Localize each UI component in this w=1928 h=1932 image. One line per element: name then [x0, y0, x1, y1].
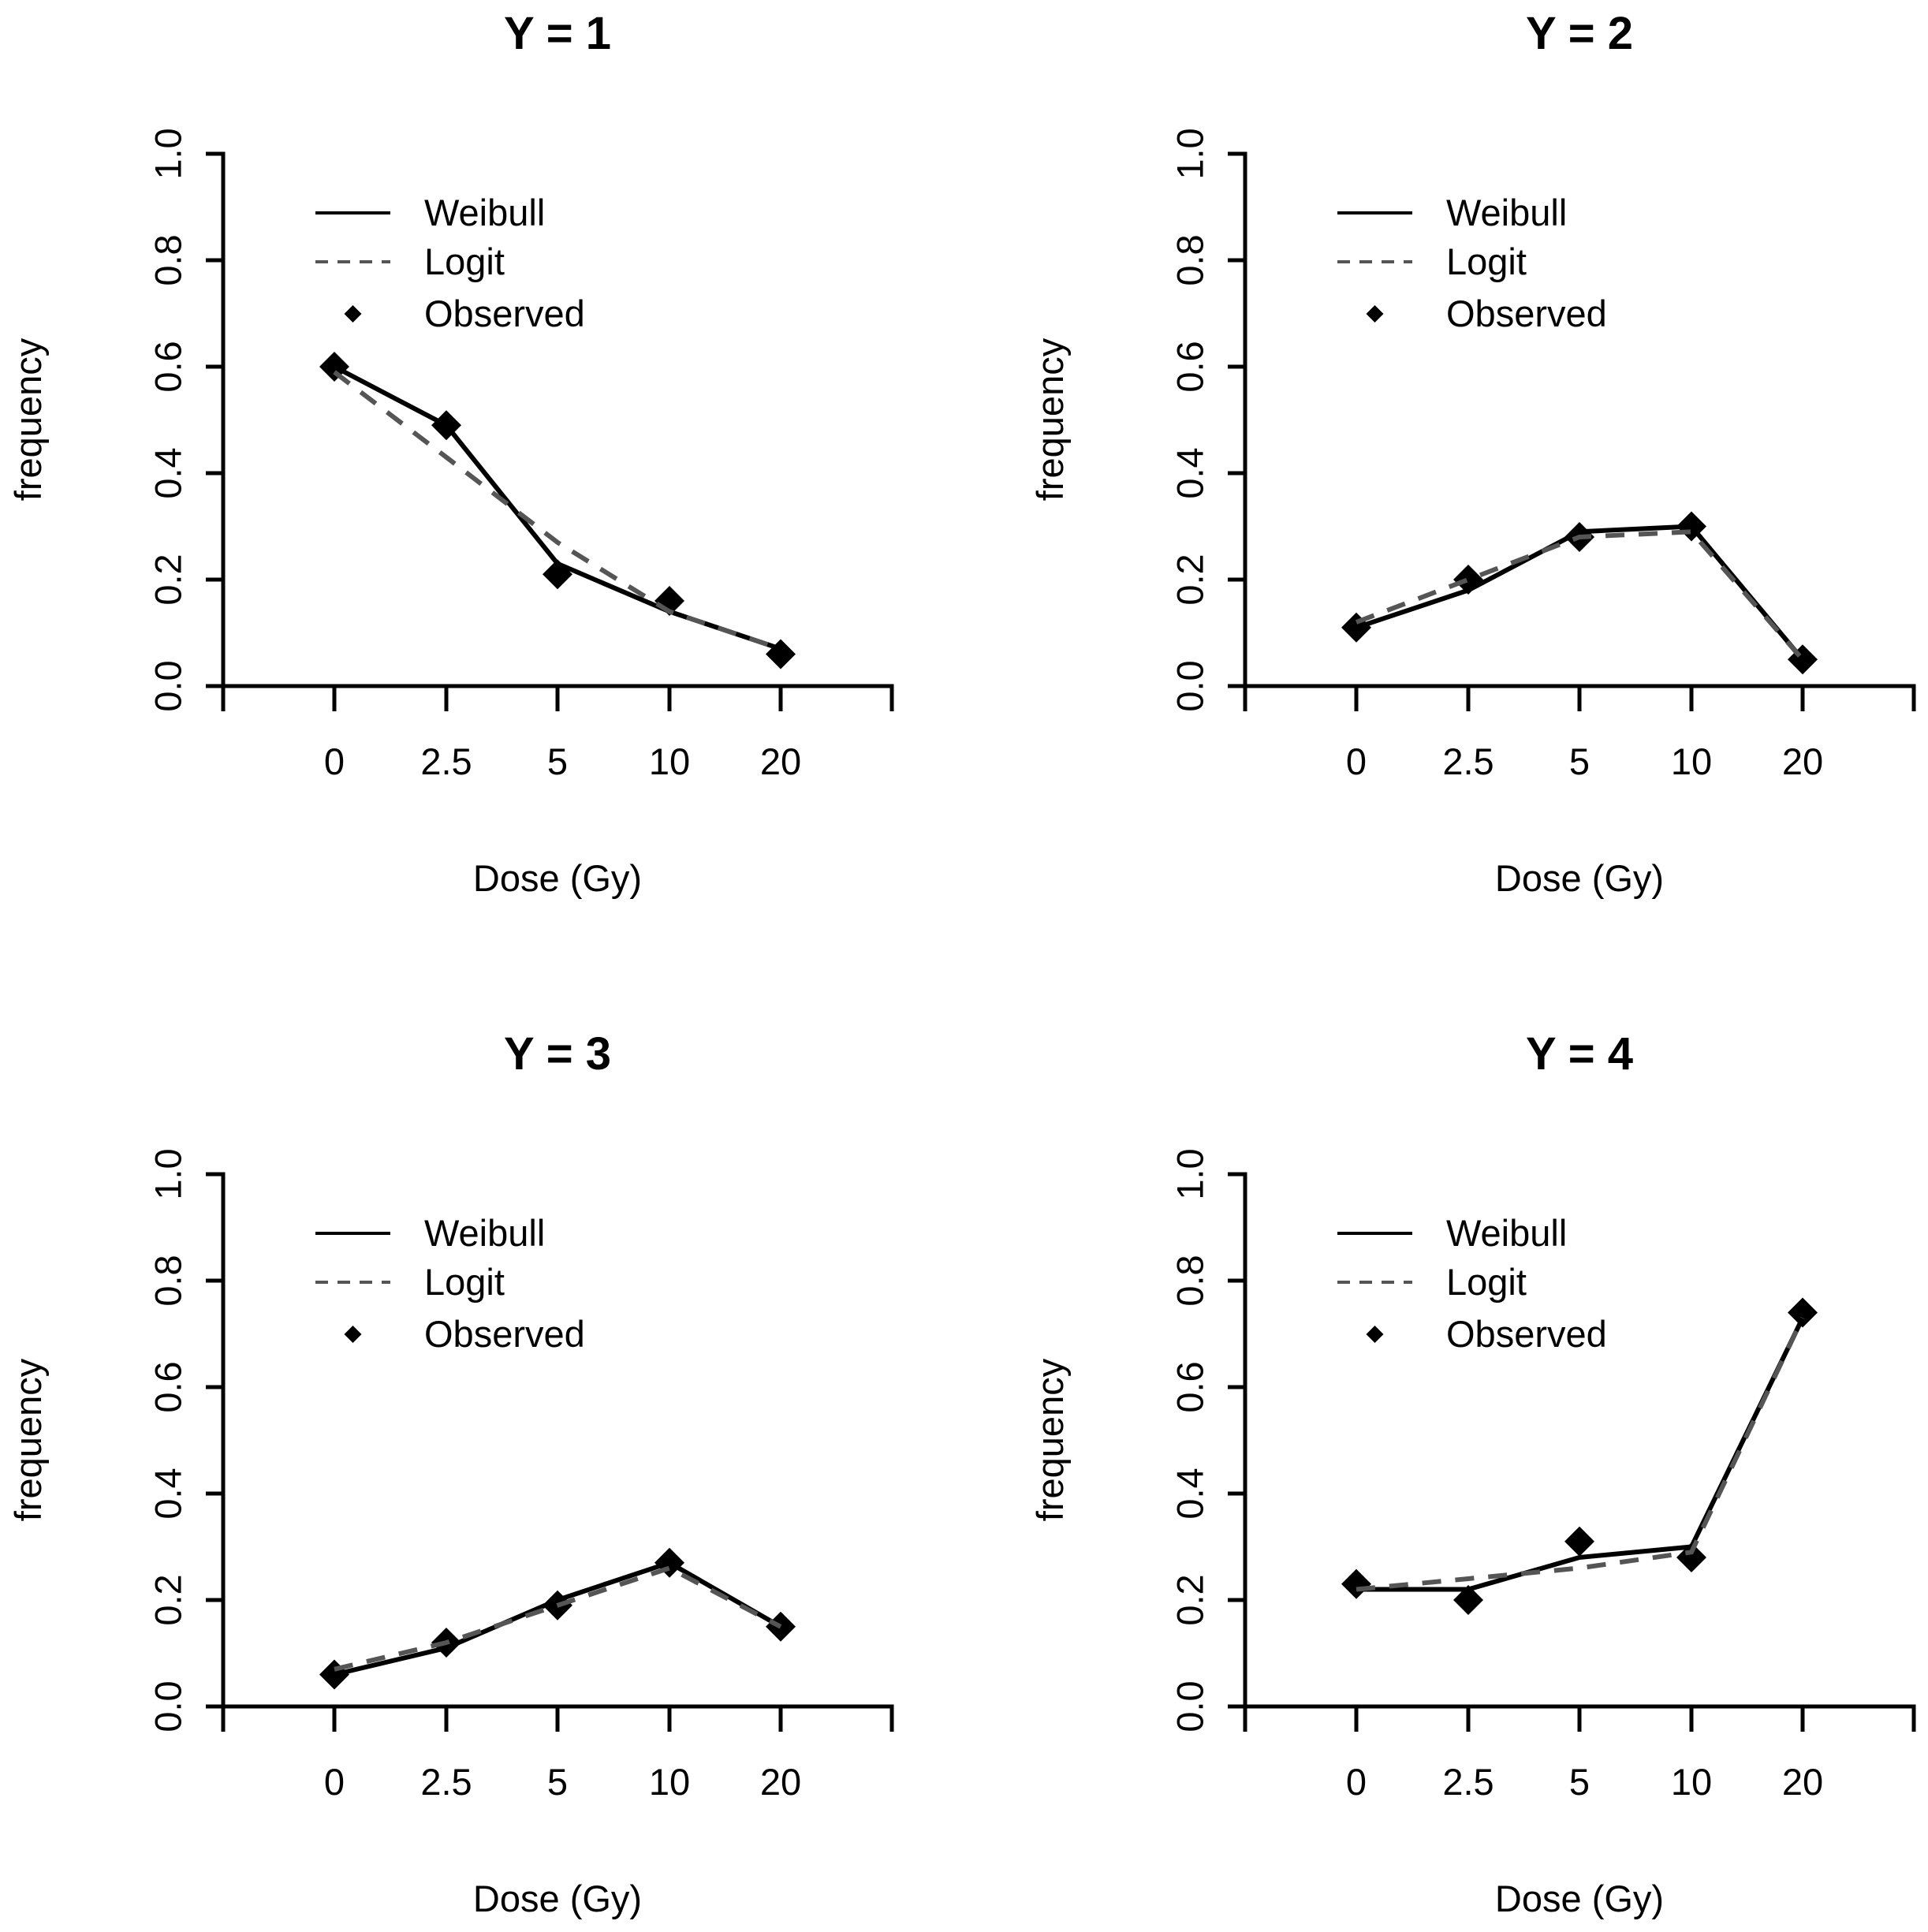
x-tick-label: 2.5 — [420, 740, 472, 782]
y-tick-label: 0.2 — [1169, 554, 1210, 605]
y-tick-label: 0.8 — [147, 234, 188, 285]
x-axis-label: Dose (Gy) — [1495, 1878, 1664, 1919]
x-tick-label: 0 — [324, 740, 345, 782]
y-tick-label: 0.8 — [147, 1255, 188, 1306]
chart-title: Y = 4 — [1526, 1028, 1633, 1080]
legend-label: Weibull — [1446, 1212, 1567, 1254]
legend-label: Observed — [1446, 293, 1607, 334]
x-axis-label: Dose (Gy) — [473, 1878, 642, 1919]
legend-swatch-observed — [1366, 305, 1384, 323]
legend-label: Observed — [1446, 1313, 1607, 1355]
legend-label: Logit — [424, 241, 505, 282]
x-tick-label: 5 — [547, 1761, 568, 1803]
logit-line — [1355, 529, 1805, 662]
weibull-line — [334, 1560, 782, 1677]
chart-title: Y = 3 — [504, 1028, 611, 1080]
x-axis-label: Dose (Gy) — [1495, 857, 1664, 899]
x-tick-label: 5 — [1569, 1761, 1590, 1803]
y-tick-label: 0.0 — [147, 660, 188, 711]
x-tick-label: 20 — [760, 1761, 801, 1803]
chart-panel-2: Y = 2 0.0 0.2 0.4 0.6 0.8 1.0 0 2.5 5 10 20 Dose (Gy… — [1029, 8, 1916, 899]
legend-label: Weibull — [424, 192, 545, 233]
x-tick-label: 20 — [1782, 1761, 1823, 1803]
x-tick-label: 10 — [1671, 1761, 1712, 1803]
chart-panel-1: Y = 1 0.0 0.2 0.4 0.6 0.8 1.0 0 2.5 5 10 20 Dose (Gy… — [7, 8, 894, 899]
observed-point — [1341, 1568, 1371, 1599]
y-tick-label: 0.6 — [1169, 1361, 1210, 1412]
x-axis-label: Dose (Gy) — [473, 857, 642, 899]
y-tick-label: 0.4 — [147, 447, 188, 498]
legend-label: Logit — [424, 1261, 505, 1303]
chart-panel-4: Y = 4 0.0 0.2 0.4 0.6 0.8 1.0 0 2.5 5 10 20 Dose (Gy… — [1029, 1028, 1916, 1919]
chart-title: Y = 2 — [1526, 8, 1633, 59]
x-tick-label: 0 — [1346, 740, 1367, 782]
y-tick-label: 1.0 — [147, 128, 188, 179]
logit-line — [333, 370, 781, 651]
y-tick-label: 0.0 — [1169, 1680, 1210, 1732]
x-tick-label: 2.5 — [420, 1761, 472, 1803]
x-tick-label: 5 — [1569, 740, 1590, 782]
x-tick-label: 10 — [649, 740, 690, 782]
y-tick-label: 0.4 — [1169, 447, 1210, 498]
legend-swatch-observed — [1366, 1326, 1384, 1343]
y-axis-label: frequency — [1029, 338, 1071, 501]
x-tick-label: 0 — [324, 1761, 345, 1803]
legend-label: Observed — [424, 293, 585, 334]
y-tick-label: 0.4 — [147, 1468, 188, 1519]
legend-swatch-observed — [344, 305, 362, 323]
x-tick-label: 2.5 — [1442, 1761, 1494, 1803]
chart-panel-3: Y = 3 0.0 0.2 0.4 0.6 0.8 1.0 0 2.5 5 10 20 Dose (Gy… — [7, 1028, 894, 1919]
y-tick-label: 1.0 — [1169, 1148, 1210, 1199]
y-tick-label: 1.0 — [1169, 128, 1210, 179]
y-tick-label: 0.6 — [147, 341, 188, 392]
x-tick-label: 2.5 — [1442, 740, 1494, 782]
weibull-line — [333, 364, 781, 651]
x-tick-label: 20 — [1782, 740, 1823, 782]
y-tick-label: 0.0 — [1169, 660, 1210, 711]
x-tick-label: 10 — [649, 1761, 690, 1803]
y-tick-label: 0.2 — [1169, 1574, 1210, 1625]
chart-title: Y = 1 — [504, 8, 611, 59]
y-tick-label: 0.8 — [1169, 234, 1210, 285]
y-tick-label: 0.2 — [147, 1574, 188, 1625]
legend-swatch-observed — [344, 1326, 362, 1343]
legend-label: Weibull — [424, 1212, 545, 1254]
y-tick-label: 0.6 — [147, 1361, 188, 1412]
x-tick-label: 5 — [547, 740, 568, 782]
x-tick-label: 0 — [1346, 1761, 1367, 1803]
y-axis-label: frequency — [7, 338, 49, 501]
observed-point — [1564, 1526, 1594, 1557]
x-tick-label: 20 — [760, 740, 801, 782]
legend-label: Weibull — [1446, 192, 1567, 233]
legend-label: Logit — [1446, 241, 1527, 282]
observed-point — [1788, 1297, 1818, 1328]
logit-line — [334, 1565, 782, 1672]
y-axis-label: frequency — [7, 1358, 49, 1521]
weibull-line — [1356, 1316, 1805, 1592]
observed-point — [1676, 1542, 1706, 1572]
legend-label: Logit — [1446, 1261, 1527, 1303]
y-tick-label: 0.8 — [1169, 1255, 1210, 1306]
legend-label: Observed — [424, 1313, 585, 1355]
y-tick-label: 0.0 — [147, 1680, 188, 1732]
y-axis-label: frequency — [1029, 1358, 1071, 1521]
y-tick-label: 0.6 — [1169, 341, 1210, 392]
y-tick-label: 1.0 — [147, 1148, 188, 1199]
logit-line — [1356, 1317, 1805, 1592]
y-tick-label: 0.4 — [1169, 1468, 1210, 1519]
x-tick-label: 10 — [1671, 740, 1712, 782]
observed-point — [1453, 1585, 1483, 1615]
y-tick-label: 0.2 — [147, 554, 188, 605]
